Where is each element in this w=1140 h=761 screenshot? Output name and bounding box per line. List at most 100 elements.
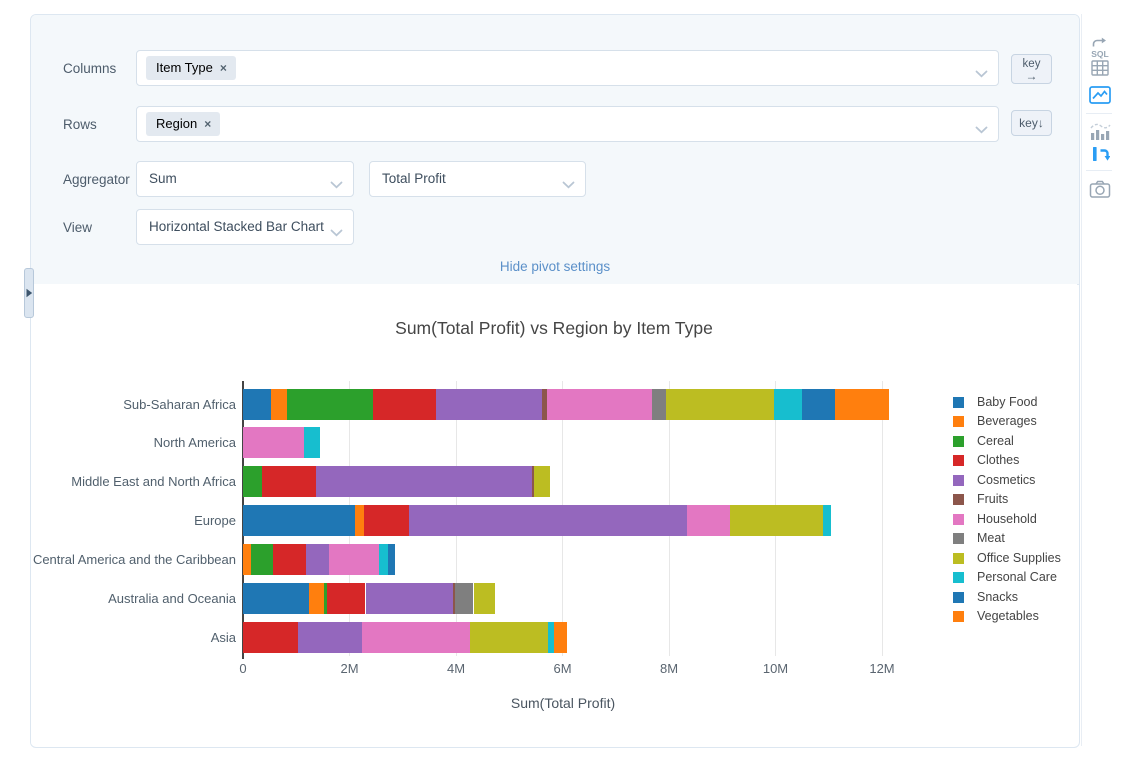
- bar-chart-icon: [1089, 123, 1111, 140]
- bar-segment[interactable]: [388, 543, 395, 575]
- sql-icon-text: SQL: [1091, 49, 1108, 59]
- bar-segment[interactable]: [243, 543, 251, 575]
- bar-segment[interactable]: [379, 543, 389, 575]
- bar-segment[interactable]: [473, 582, 495, 614]
- chart-image-icon: [1088, 86, 1111, 104]
- bar-segment[interactable]: [435, 388, 543, 420]
- bar-segment[interactable]: [542, 388, 547, 420]
- aggregator-select[interactable]: Sum: [136, 161, 354, 197]
- bar-segment[interactable]: [261, 466, 316, 498]
- bar-segment[interactable]: [297, 621, 363, 653]
- bar-segment[interactable]: [835, 388, 890, 420]
- legend-label: Personal Care: [977, 570, 1057, 584]
- bar-segment[interactable]: [365, 582, 454, 614]
- camera-icon: [1089, 180, 1110, 198]
- bar-segment[interactable]: [652, 388, 666, 420]
- bar-segment[interactable]: [554, 621, 567, 653]
- remove-tag-icon[interactable]: ×: [204, 116, 212, 131]
- sidebar-collapse-handle[interactable]: [24, 268, 34, 318]
- bar-segment[interactable]: [801, 388, 836, 420]
- legend-label: Household: [977, 511, 1037, 526]
- bar-segment[interactable]: [453, 582, 455, 614]
- bar-segment[interactable]: [409, 505, 688, 537]
- x-tick-label: 10M: [762, 661, 789, 676]
- y-axis-label: Australia and Oceania: [108, 590, 236, 606]
- bar-segment[interactable]: [328, 543, 380, 575]
- bar-segment[interactable]: [326, 582, 366, 614]
- triangle-right-icon: [26, 288, 33, 298]
- x-axis-title: Sum(Total Profit): [510, 695, 616, 711]
- bar-segment[interactable]: [243, 427, 305, 459]
- chevron-down-icon: [562, 176, 575, 194]
- bar-segment[interactable]: [308, 582, 324, 614]
- legend-label: Office Supplies: [977, 550, 1061, 565]
- view-select[interactable]: Horizontal Stacked Bar Chart: [136, 209, 354, 245]
- rows-tag: Region ×: [146, 112, 221, 136]
- sql-query-button[interactable]: SQL: [1089, 36, 1111, 60]
- bar-segment[interactable]: [270, 388, 287, 420]
- bar-segment[interactable]: [823, 505, 831, 537]
- bar-segment[interactable]: [243, 582, 309, 614]
- aggregator-label: Aggregator: [63, 172, 130, 187]
- legend-swatch: [953, 552, 964, 564]
- chart-area: Sum(Total Profit) vs Region by Item Type…: [31, 284, 1077, 745]
- bar-segment[interactable]: [316, 466, 533, 498]
- rows-select[interactable]: Region ×: [136, 106, 999, 142]
- hide-pivot-settings-link[interactable]: Hide pivot settings: [499, 259, 611, 274]
- y-axis-label: Asia: [210, 629, 236, 645]
- bar-segment[interactable]: [286, 388, 373, 420]
- toolbar-divider: [1086, 170, 1112, 171]
- bar-segment[interactable]: [355, 505, 364, 537]
- bar-segment[interactable]: [362, 621, 470, 653]
- view-label: View: [63, 220, 93, 235]
- bar-segment[interactable]: [304, 427, 321, 459]
- columns-tag: Item Type ×: [146, 56, 236, 80]
- legend-swatch: [953, 474, 964, 486]
- bar-segment[interactable]: [372, 388, 436, 420]
- x-tick-label: 4M: [446, 661, 466, 676]
- bar-segment[interactable]: [323, 582, 327, 614]
- legend-swatch: [953, 610, 964, 622]
- bar-segment[interactable]: [454, 582, 474, 614]
- bar-segment[interactable]: [469, 621, 549, 653]
- chart-image-button[interactable]: [1088, 86, 1111, 104]
- legend-swatch: [953, 513, 964, 525]
- bar-segment[interactable]: [546, 388, 652, 420]
- x-tick-label: 12M: [869, 661, 895, 676]
- columns-select[interactable]: Item Type ×: [136, 50, 999, 86]
- bar-segment[interactable]: [273, 543, 307, 575]
- bar-segment[interactable]: [306, 543, 329, 575]
- bar-segment[interactable]: [534, 466, 550, 498]
- rows-key-button[interactable]: key↓: [1011, 110, 1052, 136]
- bar-segment[interactable]: [548, 621, 554, 653]
- pivot-button[interactable]: [1090, 143, 1110, 163]
- aggregator-field-select[interactable]: Total Profit: [369, 161, 586, 197]
- bar-segment[interactable]: [665, 388, 775, 420]
- bar-segment[interactable]: [243, 466, 262, 498]
- bar-segment[interactable]: [363, 505, 410, 537]
- bar-chart-button[interactable]: [1089, 121, 1111, 141]
- legend-label: Cereal: [977, 433, 1014, 448]
- columns-key-button[interactable]: key →: [1011, 54, 1052, 84]
- bar-segment[interactable]: [532, 466, 535, 498]
- y-axis-label: Central America and the Caribbean: [32, 551, 236, 567]
- bar-segment[interactable]: [243, 388, 271, 420]
- columns-label: Columns: [63, 61, 117, 76]
- bar-segment[interactable]: [243, 505, 356, 537]
- key-label: key: [1019, 116, 1038, 130]
- rows-label: Rows: [63, 117, 97, 132]
- bar-segment[interactable]: [774, 388, 802, 420]
- bar-segment[interactable]: [243, 621, 298, 653]
- remove-tag-icon[interactable]: ×: [219, 60, 227, 75]
- bar-segment[interactable]: [250, 543, 274, 575]
- camera-button[interactable]: [1089, 179, 1111, 199]
- chevron-down-icon: [975, 65, 988, 83]
- bar-segment[interactable]: [729, 505, 824, 537]
- data-grid-button[interactable]: [1090, 58, 1110, 78]
- bar-segment[interactable]: [687, 505, 730, 537]
- pivot-panel: Columns Item Type × key → Rows Region ×: [30, 14, 1080, 748]
- x-tick-label: 6M: [553, 661, 572, 676]
- legend-label: Cosmetics: [977, 472, 1036, 487]
- legend-swatch: [953, 397, 964, 408]
